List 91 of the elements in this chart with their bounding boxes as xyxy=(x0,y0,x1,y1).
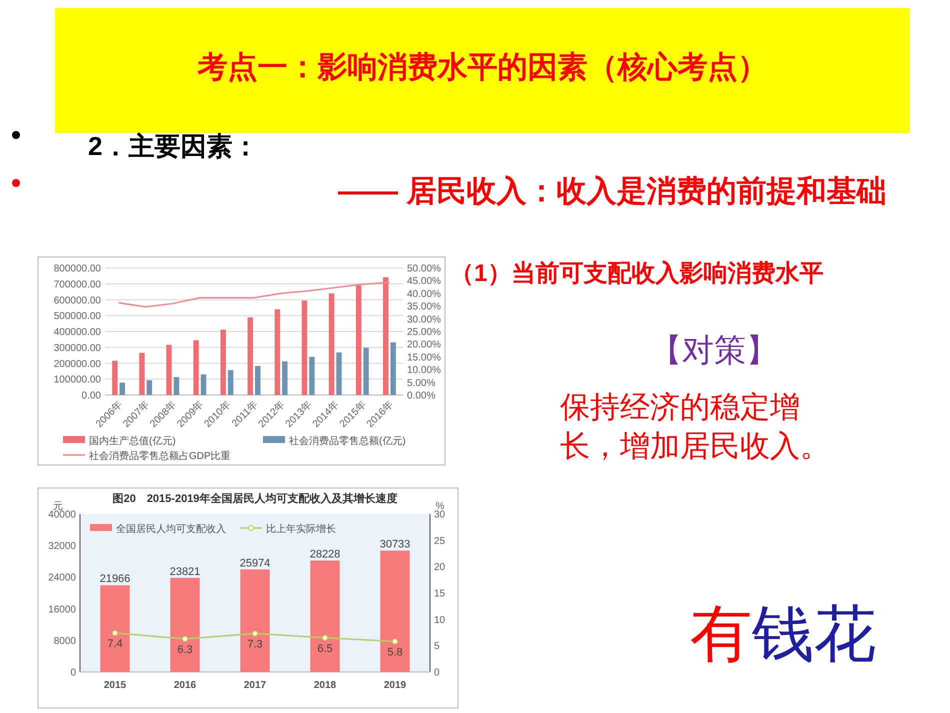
bar xyxy=(255,366,260,395)
y2-axis-title: % xyxy=(436,501,445,512)
bar xyxy=(120,382,125,395)
bar xyxy=(309,356,315,395)
bar xyxy=(193,340,199,395)
y-tick-label: 800000.00 xyxy=(54,264,102,274)
bar xyxy=(282,361,288,395)
text: 有钱花 xyxy=(690,599,877,671)
bar xyxy=(220,330,226,395)
y-tick-label: 200000.00 xyxy=(54,358,102,370)
text: 考点一：影响消费水平的因素（核心考点） xyxy=(196,50,768,86)
data-label: 25974 xyxy=(240,557,270,570)
text: （1）当前可支配收入影响消费水平 xyxy=(450,259,824,289)
y-tick-label: 500000.00 xyxy=(54,311,102,322)
data-label: 21966 xyxy=(100,573,130,586)
bar xyxy=(228,370,234,395)
y2-tick-label: 45.00% xyxy=(407,276,442,288)
data-label: 7.3 xyxy=(247,638,263,651)
y2-tick-label: 30 xyxy=(434,510,446,520)
bar xyxy=(170,578,200,672)
x-tick-label: 2018 xyxy=(314,680,337,691)
bar xyxy=(310,560,340,672)
y2-tick-label: 35.00% xyxy=(407,302,442,313)
y2-tick-label: 30.00% xyxy=(407,314,442,326)
bar xyxy=(146,380,152,395)
y-axis-title: 元 xyxy=(53,501,63,512)
bar xyxy=(390,342,396,395)
y-tick-label: 0.00 xyxy=(82,390,102,402)
y2-tick-label: 10 xyxy=(434,614,446,626)
y2-tick-label: 0 xyxy=(434,668,440,678)
y-tick-label: 32000 xyxy=(48,541,76,552)
legend-label: 全国居民人均可支配收入 xyxy=(116,523,226,535)
y-tick-label: 400000.00 xyxy=(54,327,102,338)
legend-label: 社会消费品零售总额占GDP比重 xyxy=(89,450,231,462)
text: 2．主要因素： xyxy=(88,130,260,163)
y-tick-label: 0 xyxy=(70,668,76,678)
y2-tick-label: 40.00% xyxy=(407,288,442,300)
y-tick-label: 16000 xyxy=(48,604,76,616)
y-tick-label: 700000.00 xyxy=(54,279,102,290)
bar xyxy=(200,374,206,395)
bar xyxy=(139,352,145,395)
y2-tick-label: 20.00% xyxy=(407,340,442,351)
y-tick-label: 100000.00 xyxy=(54,374,102,386)
y-tick-label: 600000.00 xyxy=(54,295,102,306)
bar xyxy=(174,377,180,395)
bar xyxy=(380,550,410,672)
bar xyxy=(363,348,369,395)
x-tick-label: 2017 xyxy=(244,680,267,691)
text: 【对策】 xyxy=(650,331,779,370)
legend-label: 比上年实际增长 xyxy=(266,523,336,535)
y2-tick-label: 5 xyxy=(434,641,440,652)
data-label: 5.8 xyxy=(387,646,403,658)
y-tick-label: 300000.00 xyxy=(54,342,102,354)
x-tick-label: 2015 xyxy=(104,680,127,691)
y-tick-label: 40000 xyxy=(48,510,76,520)
y-tick-label: 24000 xyxy=(48,572,76,584)
bar xyxy=(248,317,253,395)
y2-tick-label: 10.00% xyxy=(407,365,442,376)
bar xyxy=(112,360,118,395)
data-label: 28228 xyxy=(310,548,340,560)
y2-tick-label: 15.00% xyxy=(407,352,442,364)
x-tick-label: 2016 xyxy=(174,680,197,691)
data-label: 23821 xyxy=(170,566,200,578)
bar xyxy=(336,352,342,395)
y2-tick-label: 20 xyxy=(434,562,446,574)
y2-tick-label: 5.00% xyxy=(407,378,436,389)
chart-title: 图20 2015-2019年全国居民人均可支配收入及其增长速度 xyxy=(112,492,398,505)
legend-label: 社会消费品零售总额(亿元) xyxy=(289,435,406,447)
legend-label: 国内生产总值(亿元) xyxy=(89,435,176,447)
bar xyxy=(240,569,270,672)
x-tick-label: 2019 xyxy=(384,680,407,691)
line-series xyxy=(118,282,390,308)
y2-tick-label: 50.00% xyxy=(407,264,442,274)
bar xyxy=(356,285,362,395)
bar xyxy=(383,277,388,395)
bar xyxy=(166,344,172,395)
bar xyxy=(328,293,334,395)
y2-tick-label: 15 xyxy=(434,588,446,600)
text: —— 居民收入：收入是消费的前提和基础 xyxy=(337,174,888,210)
data-label: 7.4 xyxy=(107,638,123,650)
text: 保持经济的稳定增长，增加居民收入。 xyxy=(560,390,831,465)
y2-tick-label: 25.00% xyxy=(407,327,442,338)
data-label: 30733 xyxy=(380,538,410,551)
data-label: 6.5 xyxy=(317,642,333,655)
bar xyxy=(100,585,130,672)
data-label: 6.3 xyxy=(177,644,193,656)
bar xyxy=(302,300,308,395)
bar xyxy=(274,309,280,395)
y2-tick-label: 25 xyxy=(434,536,446,547)
y-tick-label: 8000 xyxy=(54,636,76,647)
y2-tick-label: 0.00% xyxy=(407,390,436,402)
